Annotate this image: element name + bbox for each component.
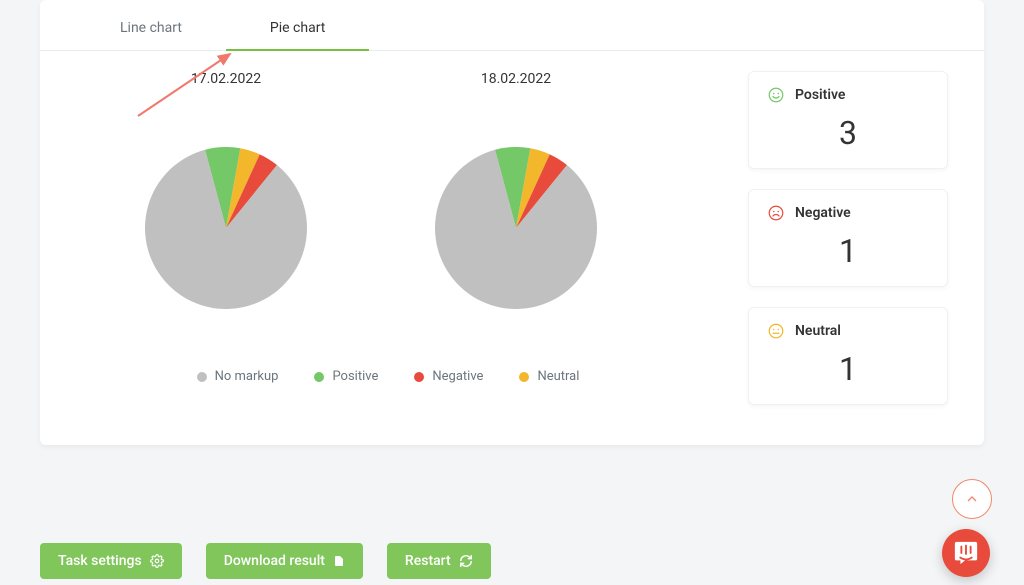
download-result-label: Download result — [224, 553, 325, 569]
legend-dot — [314, 372, 324, 382]
restart-button[interactable]: Restart — [387, 543, 491, 579]
chart-type-tabs: Line chart Pie chart — [40, 6, 984, 51]
legend-label: No markup — [215, 369, 279, 384]
gear-icon — [150, 554, 164, 568]
pie-chart-1-svg — [145, 147, 307, 309]
frown-face-icon — [767, 204, 785, 222]
stat-label: Positive — [795, 87, 845, 103]
stat-value: 1 — [767, 350, 929, 388]
tab-pie-chart-label: Pie chart — [270, 20, 325, 36]
legend-dot — [519, 372, 529, 382]
legend-item: Neutral — [519, 369, 579, 384]
neutral-face-icon — [767, 322, 785, 340]
pie-chart-2-title: 18.02.2022 — [481, 71, 551, 87]
stat-card-neutral: Neutral 1 — [748, 307, 948, 405]
stat-value: 1 — [767, 232, 929, 270]
pie-chart-1-title: 17.02.2022 — [191, 71, 261, 87]
task-settings-button[interactable]: Task settings — [40, 543, 182, 579]
legend-dot — [414, 372, 424, 382]
tab-line-chart[interactable]: Line chart — [76, 6, 226, 50]
legend-item: Positive — [314, 369, 378, 384]
chart-legend: No markup Positive Negative Neutral — [76, 369, 720, 384]
pie-chart-1: 17.02.2022 — [96, 71, 356, 309]
restart-label: Restart — [405, 553, 451, 569]
stat-label: Neutral — [795, 323, 841, 339]
analytics-card: Line chart Pie chart 17.02.2022 — [40, 0, 984, 445]
stat-card-positive: Positive 3 — [748, 71, 948, 169]
refresh-icon — [459, 554, 473, 568]
stat-value: 3 — [767, 114, 929, 152]
stat-label: Negative — [795, 205, 851, 221]
intercom-icon — [953, 540, 979, 566]
pie-chart-2: 18.02.2022 — [386, 71, 646, 309]
stat-card-negative: Negative 1 — [748, 189, 948, 287]
sentiment-summary: Positive 3 Negative 1 Neutral 1 — [748, 71, 948, 405]
tab-line-chart-label: Line chart — [120, 20, 182, 36]
chevron-up-icon — [964, 491, 980, 507]
legend-label: Positive — [332, 369, 378, 384]
task-settings-label: Task settings — [58, 553, 142, 569]
file-icon — [333, 554, 345, 568]
pie-chart-2-svg — [435, 147, 597, 309]
legend-label: Neutral — [537, 369, 579, 384]
smile-face-icon — [767, 86, 785, 104]
download-result-button[interactable]: Download result — [206, 543, 363, 579]
legend-label: Negative — [432, 369, 483, 384]
legend-dot — [197, 372, 207, 382]
legend-item: No markup — [197, 369, 279, 384]
scroll-to-top-button[interactable] — [952, 479, 992, 519]
intercom-launcher[interactable] — [942, 529, 990, 577]
pie-chart-row: 17.02.2022 18.02.2022 — [76, 71, 720, 309]
action-bar: Task settings Download result Restart — [40, 543, 491, 579]
legend-item: Negative — [414, 369, 483, 384]
tab-pie-chart[interactable]: Pie chart — [226, 6, 369, 50]
